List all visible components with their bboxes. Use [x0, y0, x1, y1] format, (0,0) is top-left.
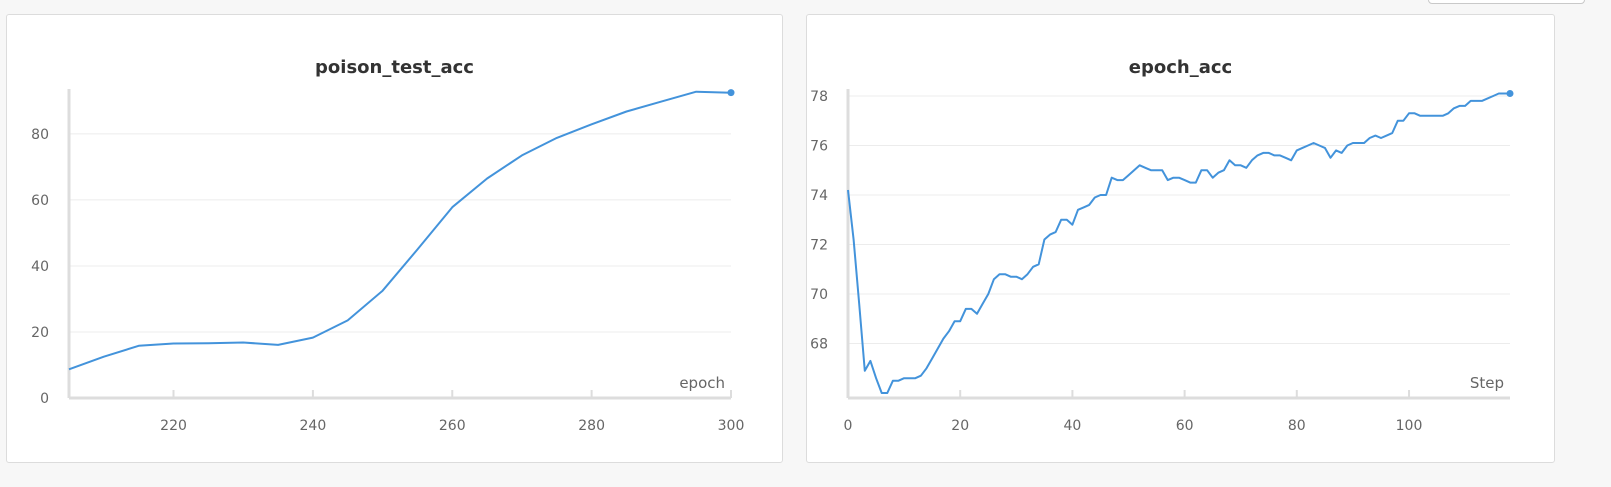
series-line	[68, 90, 732, 371]
x-tick-label: 60	[1176, 418, 1194, 434]
y-tick-label: 74	[810, 188, 828, 204]
chart-title: epoch_acc	[1128, 57, 1233, 78]
x-tick-label: 220	[160, 418, 187, 434]
y-tick-label: 72	[810, 238, 828, 254]
line-chart-epoch-acc: 68 70 72 74 76 78 0 20 40 60 80 100 Step	[810, 89, 1514, 434]
y-tick-label: 70	[810, 287, 828, 303]
x-tick-label: 100	[1396, 418, 1423, 434]
chart-panel-poison-test-acc: poison_test_acc 0 20 40 60 80 220 240 260 280 300…	[6, 14, 783, 463]
x-tick-label: 280	[578, 418, 605, 434]
series-endpoint-marker	[1506, 89, 1514, 97]
x-tick-label: 240	[300, 418, 327, 434]
top-dropdown-control[interactable]	[1428, 0, 1585, 4]
series-endpoint-marker	[727, 89, 735, 97]
x-tick-label: 80	[1288, 418, 1306, 434]
y-tick-label: 40	[31, 259, 49, 275]
x-tick-label: 40	[1063, 418, 1081, 434]
x-axis-label: epoch	[679, 374, 725, 392]
chart-title: poison_test_acc	[315, 57, 474, 78]
y-tick-label: 68	[810, 337, 828, 353]
x-tick-label: 300	[718, 418, 745, 434]
y-tick-label: 80	[31, 127, 49, 143]
x-tick-label: 260	[439, 418, 466, 434]
x-axis-label: Step	[1470, 374, 1504, 392]
x-tick-label: 20	[951, 418, 969, 434]
y-tick-label: 78	[810, 89, 828, 105]
y-tick-label: 0	[40, 391, 49, 407]
line-chart-poison-test-acc: 0 20 40 60 80 220 240 260 280 300 epoch	[31, 89, 745, 434]
series-line	[847, 92, 1510, 394]
y-tick-label: 76	[810, 138, 828, 154]
x-tick-label: 0	[844, 418, 853, 434]
chart-panel-epoch-acc: epoch_acc 68 70 72 74 76 78 0 20 40 60 80 100 Step	[806, 14, 1555, 463]
y-tick-label: 60	[31, 193, 49, 209]
y-tick-label: 20	[31, 325, 49, 341]
